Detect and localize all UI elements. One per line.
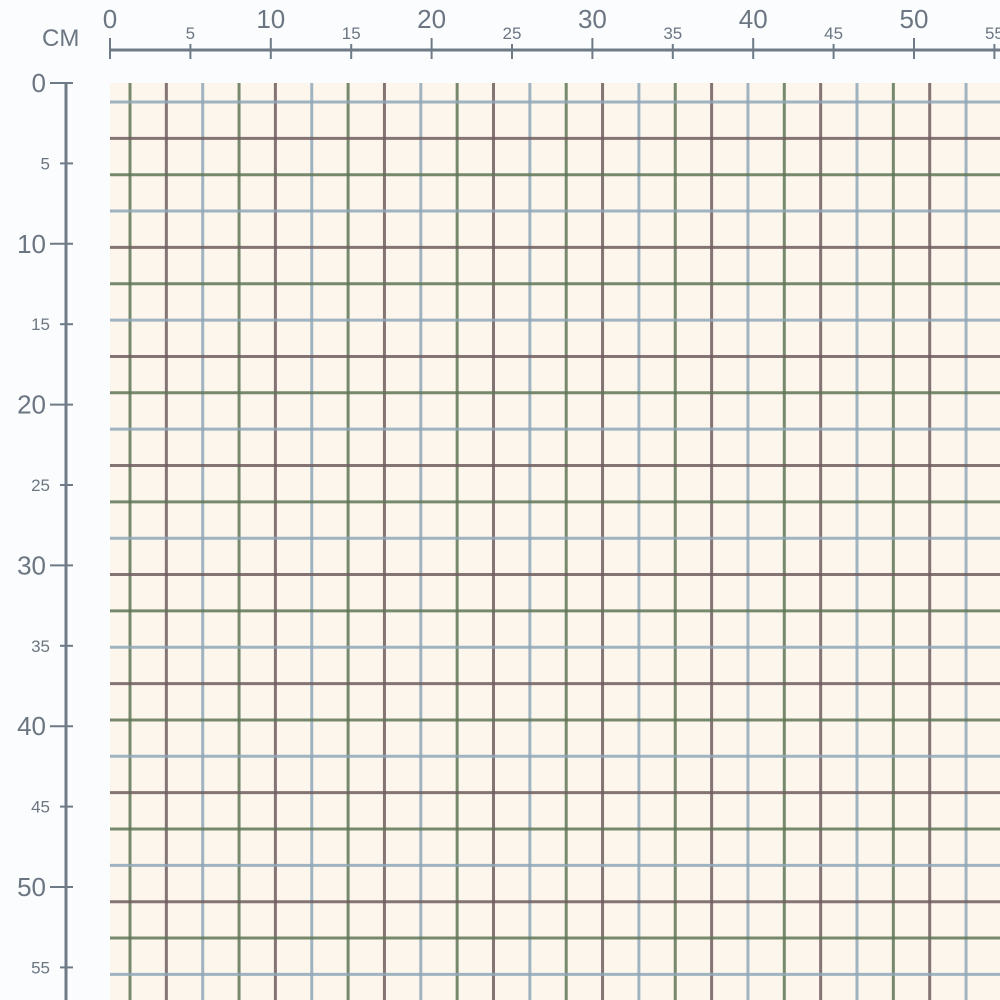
- top-ruler-label: 0: [103, 4, 117, 34]
- left-ruler-label: 20: [17, 390, 46, 420]
- left-ruler-label: 45: [31, 798, 50, 817]
- top-ruler-label: 50: [900, 4, 929, 34]
- fabric-background: [110, 83, 1000, 1000]
- left-ruler-label: 50: [17, 872, 46, 902]
- left-ruler-label: 35: [31, 637, 50, 656]
- unit-label: CM: [42, 25, 79, 52]
- top-ruler-label: 35: [663, 24, 682, 43]
- left-ruler-label: 0: [32, 68, 46, 98]
- top-ruler-label: 20: [417, 4, 446, 34]
- left-ruler-label: 25: [31, 476, 50, 495]
- top-ruler-label: 25: [503, 24, 522, 43]
- top-ruler-label: 40: [739, 4, 768, 34]
- top-ruler-label: 5: [186, 24, 195, 43]
- top-ruler: 0 5 10 15 20 25 30 35 40 45 50 55: [103, 4, 1000, 59]
- left-ruler-label: 15: [31, 315, 50, 334]
- top-ruler-label: 45: [824, 24, 843, 43]
- top-ruler-label: 55: [985, 24, 1000, 43]
- top-ruler-label: 15: [342, 24, 361, 43]
- left-ruler-label: 10: [17, 229, 46, 259]
- left-ruler-label: 5: [41, 154, 50, 173]
- top-ruler-label: 30: [578, 4, 607, 34]
- left-ruler-label: 40: [17, 711, 46, 741]
- fabric-swatch: [110, 83, 1000, 1000]
- left-ruler-label: 30: [17, 550, 46, 580]
- top-ruler-label: 10: [256, 4, 285, 34]
- left-ruler-label: 55: [31, 958, 50, 977]
- left-ruler: 0 5 10 15 20 25 30 35 40 45 50 55: [17, 68, 73, 1000]
